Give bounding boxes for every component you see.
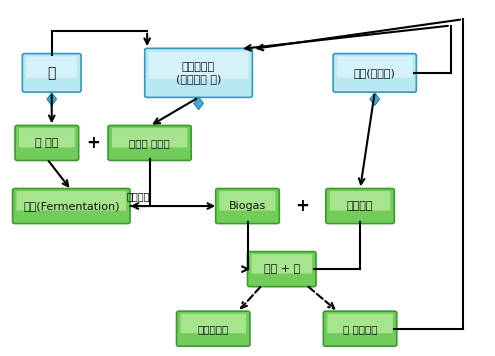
FancyBboxPatch shape [181,314,246,333]
FancyBboxPatch shape [22,54,81,92]
Text: Biogas: Biogas [229,201,266,211]
Text: 유채(짜깰기): 유채(짜깰기) [354,68,396,78]
Text: 소 분놨: 소 분놨 [35,138,58,148]
FancyBboxPatch shape [108,125,191,161]
FancyBboxPatch shape [145,48,252,98]
FancyBboxPatch shape [26,56,77,78]
Text: 열 네트워크: 열 네트워크 [343,324,377,334]
Polygon shape [47,93,56,105]
Text: +: + [296,197,309,215]
FancyBboxPatch shape [12,189,130,224]
Text: 전기 + 열: 전기 + 열 [264,264,300,274]
FancyBboxPatch shape [220,191,275,210]
FancyBboxPatch shape [248,252,316,287]
FancyBboxPatch shape [330,191,391,210]
Polygon shape [194,97,203,110]
FancyBboxPatch shape [112,128,187,147]
Text: 소: 소 [48,66,56,80]
FancyBboxPatch shape [323,311,397,346]
FancyBboxPatch shape [177,311,250,346]
FancyBboxPatch shape [333,54,416,92]
FancyBboxPatch shape [251,254,312,274]
FancyBboxPatch shape [327,314,393,333]
Text: 공공전송망: 공공전송망 [198,324,229,334]
Text: 유채기름: 유채기름 [347,201,373,211]
Text: +: + [87,134,100,152]
FancyBboxPatch shape [326,189,395,224]
FancyBboxPatch shape [148,52,248,79]
Text: 음식물 쓰레기: 음식물 쓰레기 [129,138,170,148]
FancyBboxPatch shape [19,128,75,147]
Text: 발효(Fermentation): 발효(Fermentation) [23,201,120,211]
Text: 유기비료: 유기비료 [127,192,150,201]
Text: 지역공동체
(예：학교 등): 지역공동체 (예：학교 등) [176,62,221,84]
FancyBboxPatch shape [15,125,79,161]
FancyBboxPatch shape [16,191,126,210]
FancyBboxPatch shape [216,189,279,224]
FancyBboxPatch shape [337,56,412,78]
Polygon shape [370,93,380,105]
